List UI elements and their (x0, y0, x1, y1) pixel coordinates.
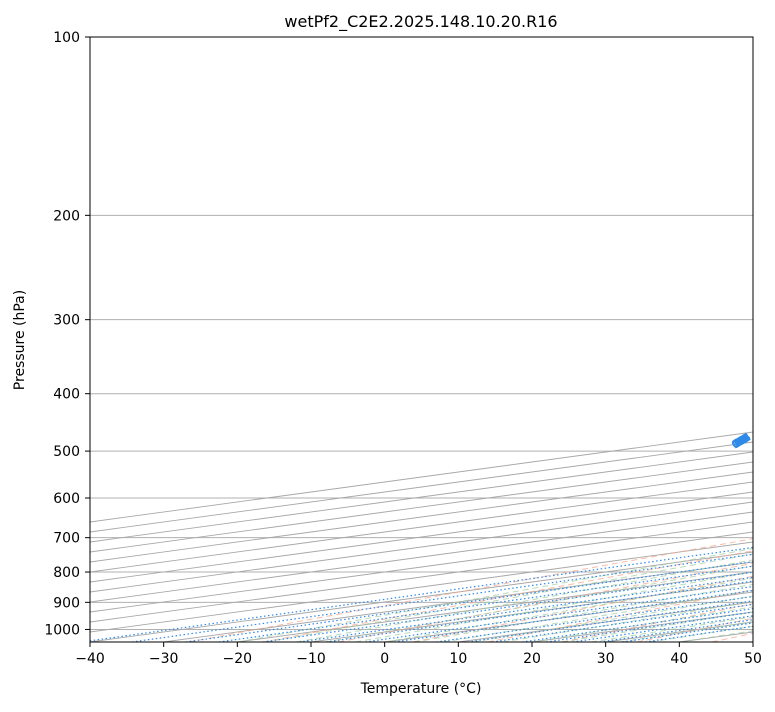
x-axis-label: Temperature (°C) (360, 681, 482, 697)
moist-adiabat-line (503, 50, 775, 642)
x-tick-label: −30 (149, 651, 179, 667)
mixing-ratio-line (492, 451, 775, 642)
x-tick-label: −40 (75, 651, 105, 667)
isotherm-line (90, 37, 775, 642)
dry-adiabat-line (413, 37, 775, 642)
dry-adiabat-line (712, 37, 775, 642)
isotherm-line (753, 37, 775, 642)
y-tick-label: 800 (53, 565, 80, 581)
dry-adiabat-line (264, 37, 775, 642)
y-tick-label: 200 (53, 208, 80, 224)
dry-adiabat-line (338, 37, 775, 642)
moist-adiabat-line (679, 50, 775, 642)
y-tick-label: 100 (53, 30, 80, 46)
moist-adiabat-line (326, 50, 775, 642)
y-tick-label: 900 (53, 595, 80, 611)
y-tick-label: 500 (53, 444, 80, 460)
isotherm-line (679, 37, 775, 642)
plot-frame (90, 37, 753, 642)
dry-adiabat-line (637, 37, 775, 642)
dry-adiabat-line (562, 37, 775, 642)
moist-adiabat-line (620, 50, 775, 642)
isotherm-line (0, 37, 775, 642)
isotherm-line (532, 37, 775, 642)
x-tick-label: 10 (449, 651, 467, 667)
moist-adiabat-line (296, 50, 775, 642)
moist-adiabat-line (444, 50, 775, 642)
isotherm-line (311, 37, 775, 642)
y-tick-label: 400 (53, 387, 80, 403)
isotherm-line (16, 37, 775, 642)
x-tick-label: 20 (523, 651, 541, 667)
dry-adiabat-line (488, 37, 775, 642)
moist-adiabat-line (237, 50, 775, 642)
background-lines (0, 37, 775, 642)
y-tick-label: 1000 (44, 622, 80, 638)
y-tick-label: 700 (53, 531, 80, 547)
x-tick-label: −20 (223, 651, 253, 667)
x-tick-label: 50 (744, 651, 762, 667)
line-labels: 0.10.20.40.611.52346810131620253036-100-… (730, 42, 775, 600)
x-tick-label: 0 (380, 651, 389, 667)
y-axis-label: Pressure (hPa) (12, 290, 28, 390)
x-tick-label: 30 (597, 651, 615, 667)
x-tick-label: 40 (670, 651, 688, 667)
x-tick-label: −10 (296, 651, 326, 667)
mixing-ratio-line (546, 451, 775, 642)
y-tick-label: 600 (53, 491, 80, 507)
y-tick-label: 300 (53, 313, 80, 329)
isotherm-line (385, 37, 775, 642)
chart-title: wetPf2_C2E2.2025.148.10.20.R16 (284, 12, 557, 32)
